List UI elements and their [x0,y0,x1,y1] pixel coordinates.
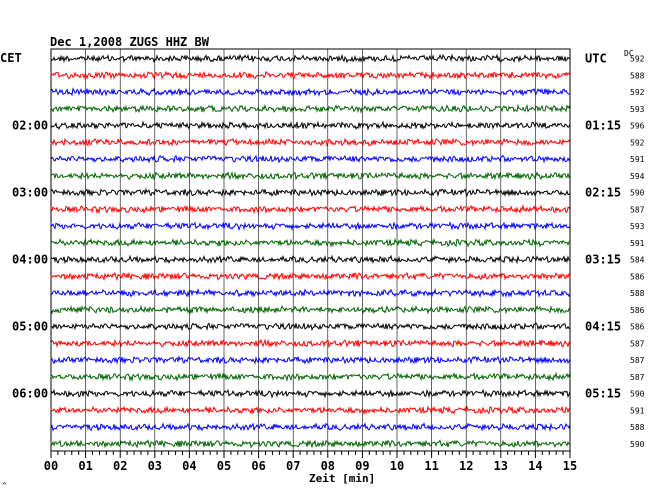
dc-offset-value: 590 [630,390,645,399]
x-tick-label: 02 [113,459,127,473]
x-tick-label: 11 [424,459,438,473]
seismic-trace [50,271,571,282]
seismic-trace [50,288,571,299]
x-tick-label: 10 [390,459,404,473]
dc-column-label: DC [624,49,634,58]
dc-offset-value: 586 [630,323,645,332]
dc-offset-value: 596 [630,122,645,131]
plot-frame [50,48,571,452]
x-tick-label: 03 [148,459,162,473]
seismic-trace [50,304,571,315]
seismic-trace [50,322,571,332]
x-axis-label: Zeit [min] [309,472,375,485]
x-axis: 00 01 02 03 04 05 06 07 08 09 10 11 12 13 14 15 [44,451,577,473]
grid-lines [50,48,571,452]
utc-time-label: 01:15 [585,119,621,133]
seismic-trace [50,204,571,215]
seismic-trace [50,388,571,399]
dc-offset-value: 593 [630,222,645,231]
seismic-trace [50,120,571,131]
seismic-trace [50,237,571,248]
chart-title: Dec 1,2008 ZUGS HHZ BW [50,35,210,49]
seismic-trace [50,87,571,97]
dc-offset-value: 592 [630,55,645,64]
x-tick-label: 04 [182,459,196,473]
dc-offset-labels: 592 588 592 593 596 592 591 594 590 587 593 591 584 5… [630,55,645,449]
dc-offset-value: 591 [630,239,645,248]
utc-time-label: 04:15 [585,320,621,334]
x-tick-label: 09 [355,459,369,473]
utc-time-label: 03:15 [585,253,621,267]
dc-offset-value: 587 [630,339,645,348]
utc-time-label: 02:15 [585,186,621,200]
cet-time-label: 06:00 [12,387,48,401]
x-tick-label: 14 [528,459,542,473]
dc-offset-value: 586 [630,306,645,315]
seismic-trace [50,355,571,365]
x-tick-label: 05 [217,459,231,473]
cet-axis-label: CET [0,51,22,65]
dc-offset-value: 586 [630,272,645,281]
cet-time-label: 03:00 [12,186,48,200]
seismic-trace [50,103,571,114]
seismic-trace [50,137,571,148]
seismic-trace [50,70,571,81]
seismic-trace [50,421,571,432]
x-tick-label: 13 [494,459,508,473]
dc-offset-value: 587 [630,356,645,365]
seismic-trace [50,371,571,382]
dc-offset-value: 588 [630,289,645,298]
dc-offset-value: 591 [630,155,645,164]
dc-offset-value: 590 [630,189,645,198]
dc-offset-value: 587 [630,373,645,382]
dc-offset-value: 588 [630,423,645,432]
x-tick-label: 08 [321,459,335,473]
seismic-trace [50,154,571,164]
seismic-trace [50,439,571,449]
seismic-trace [50,171,571,181]
x-tick-label: 06 [251,459,265,473]
cet-time-label: 05:00 [12,320,48,334]
seismic-trace [50,53,571,64]
dc-offset-value: 584 [630,256,645,265]
cet-time-label: 02:00 [12,119,48,133]
seismic-trace [50,221,571,232]
dc-offset-value: 592 [630,88,645,97]
dc-offset-value: 587 [630,205,645,214]
x-tick-label: 15 [563,459,577,473]
utc-axis-label: UTC [585,52,607,66]
dc-offset-value: 590 [630,440,645,449]
utc-labels: UTC 01:15 02:15 03:15 04:15 05:15 [585,52,621,401]
x-tick-label: 01 [78,459,92,473]
dc-offset-value: 591 [630,406,645,415]
cet-labels: 02:00 03:00 04:00 05:00 06:00 [12,119,48,401]
seismic-trace [50,338,571,349]
x-tick-label: 00 [44,459,58,473]
dc-offset-value: 593 [630,105,645,114]
seismic-trace [50,405,571,416]
seismic-trace [50,187,571,198]
dc-offset-value: 594 [630,172,645,181]
dc-offset-value: 588 [630,71,645,80]
cet-time-label: 04:00 [12,253,48,267]
x-tick-label: 12 [459,459,473,473]
dc-offset-value: 592 [630,138,645,147]
trace-group [50,53,571,449]
utc-time-label: 05:15 [585,387,621,401]
seismic-trace [50,254,571,265]
x-tick-label: 07 [286,459,300,473]
footer-mark: ^ [2,481,7,490]
